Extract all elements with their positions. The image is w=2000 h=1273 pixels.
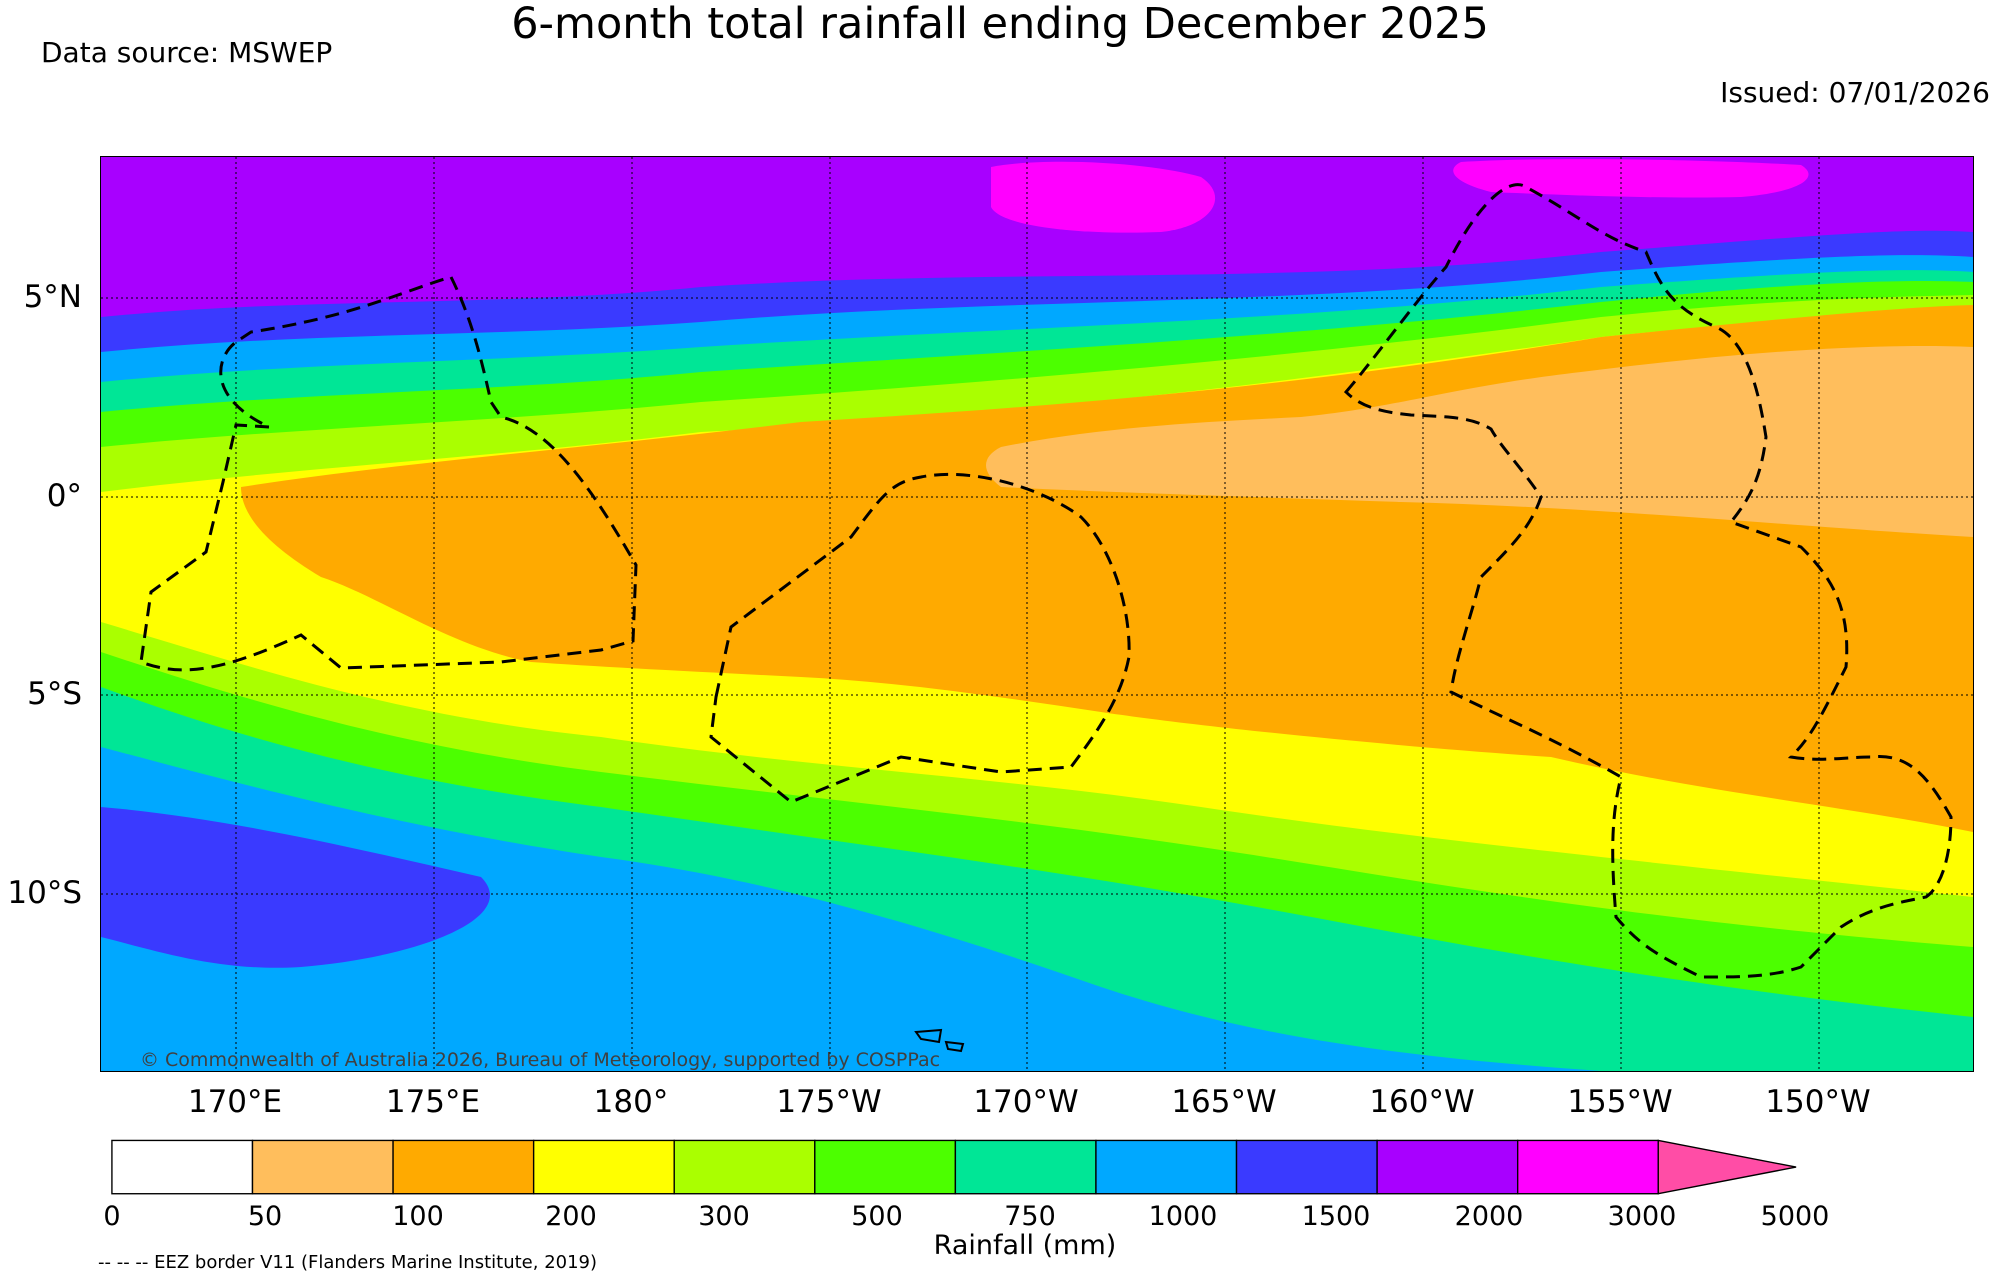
eez-kiribati-line xyxy=(1343,183,1953,979)
colorbar-tick-label: 500 xyxy=(851,1201,903,1232)
colorbar-tick-label: 3000 xyxy=(1607,1201,1677,1232)
lon-label-155w: 155°W xyxy=(1567,1084,1673,1120)
lat-label-10s: 10°S xyxy=(7,875,82,911)
band-north-3000-5000-b xyxy=(1453,159,1809,198)
lon-label-175e: 175°E xyxy=(385,1084,481,1120)
colorbar-segment xyxy=(1376,1139,1519,1195)
band-south-1500-2000 xyxy=(101,807,490,968)
colorbar-label: Rainfall (mm) xyxy=(933,1230,1117,1261)
colorbar-tick-label: 100 xyxy=(392,1201,444,1232)
lon-label-150w: 150°W xyxy=(1765,1084,1871,1120)
lon-label-165w: 165°W xyxy=(1171,1084,1277,1120)
colorbar xyxy=(111,1139,1797,1195)
colorbar-segment xyxy=(673,1139,816,1195)
colorbar-segment xyxy=(1095,1139,1238,1195)
eez-kiribati-gilbert xyxy=(139,275,638,672)
colorbar-segment xyxy=(954,1139,1097,1195)
colorbar-extension-arrow xyxy=(1657,1139,1797,1195)
islands xyxy=(914,1028,965,1053)
lon-label-175w: 175°W xyxy=(776,1084,882,1120)
island-samoa xyxy=(914,1028,943,1044)
colorbar-tick-label: 1000 xyxy=(1148,1201,1218,1232)
eez-kiribati-phoenix xyxy=(709,472,1131,804)
colorbar-tick-label: 2000 xyxy=(1454,1201,1524,1232)
rainfall-map-canvas xyxy=(101,157,1973,1071)
rainfall-map xyxy=(100,156,1974,1072)
colorbar-tick-label: 0 xyxy=(103,1201,121,1232)
lon-label-170e: 170°E xyxy=(187,1084,283,1120)
lat-label-5s: 5°S xyxy=(27,676,82,712)
band-south-1000-1500 xyxy=(101,747,1601,1071)
issued-date: Issued: 07/01/2026 xyxy=(1720,76,1990,109)
colorbar-tick-label: 1500 xyxy=(1301,1201,1371,1232)
band-north-3000-5000-a xyxy=(991,161,1216,233)
lon-label-160w: 160°W xyxy=(1369,1084,1475,1120)
lon-label-170w: 170°W xyxy=(973,1084,1079,1120)
eez-legend-note: -- -- -- EEZ border V11 (Flanders Marine… xyxy=(98,1252,598,1273)
colorbar-tick-label: 300 xyxy=(698,1201,750,1232)
copyright-notice: © Commonwealth of Australia 2026, Bureau… xyxy=(140,1049,941,1071)
colorbar-segment xyxy=(532,1139,675,1195)
graticule xyxy=(101,157,1973,1071)
island-samoa-2 xyxy=(944,1040,965,1053)
colorbar-segment xyxy=(111,1139,254,1195)
colorbar-tick-label: 750 xyxy=(1004,1201,1056,1232)
eez-borders xyxy=(139,183,1953,979)
map-title: 6-month total rainfall ending December 2… xyxy=(511,0,1489,49)
colorbar-tick-label: 5000 xyxy=(1760,1201,1830,1232)
colorbar-segment xyxy=(1516,1139,1659,1195)
colorbar-segment xyxy=(392,1139,535,1195)
lon-label-180: 180° xyxy=(593,1084,669,1120)
colorbar-tick-label: 50 xyxy=(247,1201,283,1232)
data-source: Data source: MSWEP xyxy=(41,36,333,69)
band-50-100 xyxy=(986,346,1973,537)
lat-label-5n: 5°N xyxy=(23,279,82,315)
colorbar-segment xyxy=(1235,1139,1378,1195)
colorbar-segment xyxy=(814,1139,957,1195)
colorbar-tick-label: 200 xyxy=(545,1201,597,1232)
colorbar-segment xyxy=(251,1139,394,1195)
lat-label-0: 0° xyxy=(46,478,82,514)
